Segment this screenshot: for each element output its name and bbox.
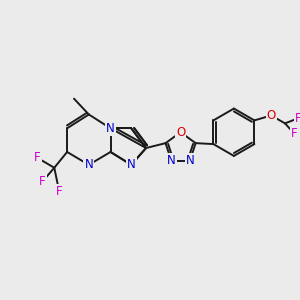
Text: F: F <box>56 185 62 198</box>
Text: F: F <box>291 127 297 140</box>
Text: N: N <box>106 122 115 135</box>
Text: N: N <box>84 158 93 171</box>
Text: F: F <box>34 152 41 164</box>
Text: N: N <box>167 154 176 167</box>
Text: F: F <box>39 175 46 188</box>
Text: O: O <box>176 126 185 139</box>
Text: F: F <box>295 112 300 125</box>
Text: N: N <box>185 154 194 167</box>
Text: O: O <box>267 109 276 122</box>
Text: N: N <box>127 158 136 171</box>
